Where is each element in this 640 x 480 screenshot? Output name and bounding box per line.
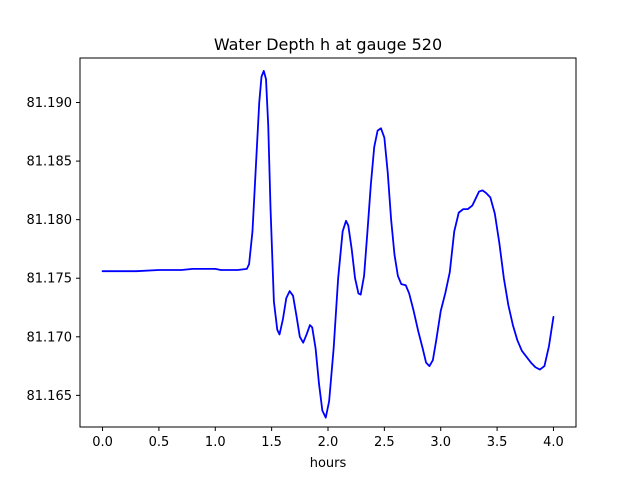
x-tick-label: 1.0 bbox=[205, 435, 226, 450]
y-tick-label: 81.165 bbox=[27, 389, 73, 404]
y-tick-label: 81.190 bbox=[27, 96, 73, 111]
x-tick-label: 4.0 bbox=[543, 435, 564, 450]
y-tick-label: 81.180 bbox=[27, 213, 73, 228]
x-tick-label: 1.5 bbox=[261, 435, 282, 450]
y-axis: 81.165 81.170 81.175 81.180 81.185 81.190 bbox=[27, 96, 80, 404]
x-tick-label: 0.5 bbox=[149, 435, 170, 450]
x-axis: 0.0 0.5 1.0 1.5 2.0 2.5 3.0 3.5 4.0 bbox=[92, 427, 564, 450]
chart-title: Water Depth h at gauge 520 bbox=[214, 35, 442, 54]
x-tick-label: 2.5 bbox=[374, 435, 395, 450]
x-axis-title: hours bbox=[310, 456, 347, 471]
y-tick-label: 81.185 bbox=[27, 155, 73, 170]
plot-area bbox=[101, 69, 555, 419]
x-tick-label: 2.0 bbox=[318, 435, 339, 450]
x-tick-label: 3.0 bbox=[430, 435, 451, 450]
y-tick-label: 81.170 bbox=[27, 330, 73, 345]
series-line bbox=[101, 69, 555, 419]
y-tick-label: 81.175 bbox=[27, 272, 73, 287]
x-tick-label: 3.5 bbox=[487, 435, 508, 450]
x-tick-label: 0.0 bbox=[92, 435, 113, 450]
